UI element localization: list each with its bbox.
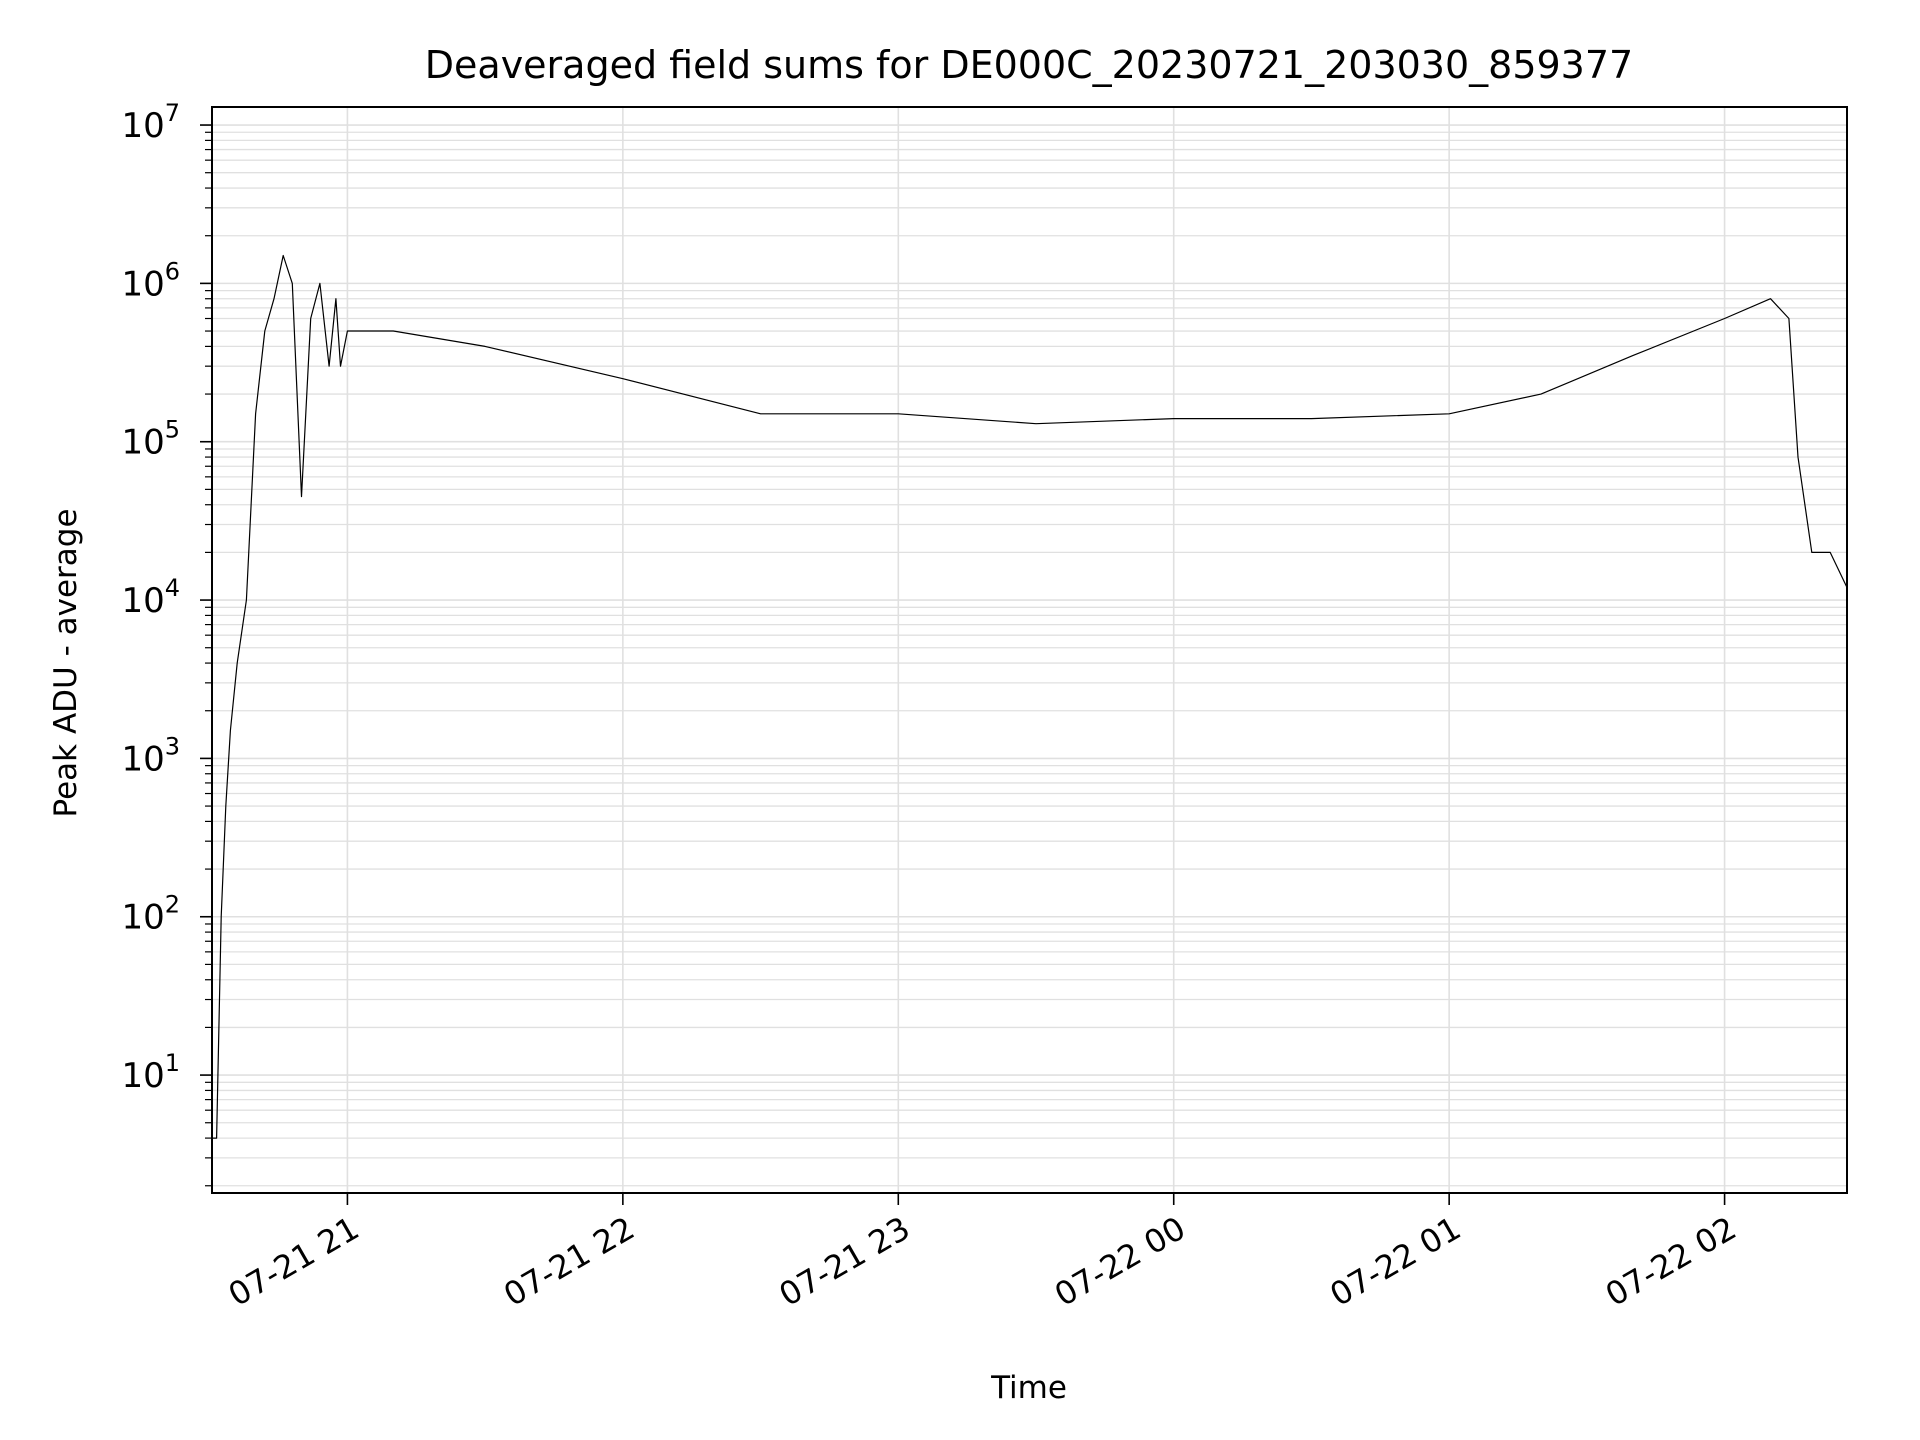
y-tick-label: 102 <box>121 891 180 938</box>
y-tick-exponent: 7 <box>165 99 180 127</box>
y-tick-exponent: 2 <box>165 891 180 919</box>
y-tick-label: 106 <box>121 257 180 304</box>
y-axis-label: Peak ADU - average <box>48 508 84 817</box>
grid <box>212 107 1847 1193</box>
y-tick-exponent: 5 <box>165 416 180 444</box>
y-tick-exponent: 3 <box>165 732 180 760</box>
series-line <box>212 254 1848 1139</box>
y-tick-exponent: 4 <box>165 574 180 602</box>
y-tick-label: 104 <box>121 574 180 621</box>
x-axis-label: Time <box>990 1370 1067 1406</box>
plot-frame <box>211 106 1848 1194</box>
y-tick-exponent: 6 <box>165 257 180 285</box>
y-tick-exponent: 1 <box>165 1049 180 1077</box>
y-tick-label: 103 <box>121 732 180 779</box>
chart-title: Deaveraged field sums for DE000C_2023072… <box>425 43 1633 87</box>
y-tick-label: 105 <box>121 416 180 463</box>
y-tick-label: 101 <box>121 1049 180 1096</box>
y-tick-label: 107 <box>121 99 180 146</box>
